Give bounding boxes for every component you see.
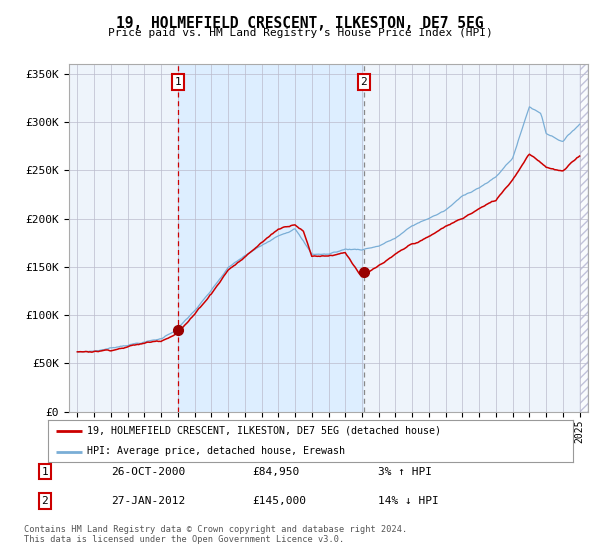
Text: 3% ↑ HPI: 3% ↑ HPI xyxy=(378,466,432,477)
Text: 2: 2 xyxy=(41,496,49,506)
Text: 27-JAN-2012: 27-JAN-2012 xyxy=(111,496,185,506)
Text: 26-OCT-2000: 26-OCT-2000 xyxy=(111,466,185,477)
Text: Price paid vs. HM Land Registry's House Price Index (HPI): Price paid vs. HM Land Registry's House … xyxy=(107,28,493,38)
Text: 2: 2 xyxy=(360,77,367,87)
Text: 1: 1 xyxy=(41,466,49,477)
Bar xyxy=(178,64,364,412)
Text: 1: 1 xyxy=(175,77,181,87)
Text: £84,950: £84,950 xyxy=(252,466,299,477)
Text: 19, HOLMEFIELD CRESCENT, ILKESTON, DE7 5EG: 19, HOLMEFIELD CRESCENT, ILKESTON, DE7 5… xyxy=(116,16,484,31)
Text: 19, HOLMEFIELD CRESCENT, ILKESTON, DE7 5EG (detached house): 19, HOLMEFIELD CRESCENT, ILKESTON, DE7 5… xyxy=(88,426,442,436)
Text: Contains HM Land Registry data © Crown copyright and database right 2024.
This d: Contains HM Land Registry data © Crown c… xyxy=(24,525,407,544)
Bar xyxy=(580,64,588,412)
Text: £145,000: £145,000 xyxy=(252,496,306,506)
Text: 14% ↓ HPI: 14% ↓ HPI xyxy=(378,496,439,506)
Text: HPI: Average price, detached house, Erewash: HPI: Average price, detached house, Erew… xyxy=(88,446,346,456)
